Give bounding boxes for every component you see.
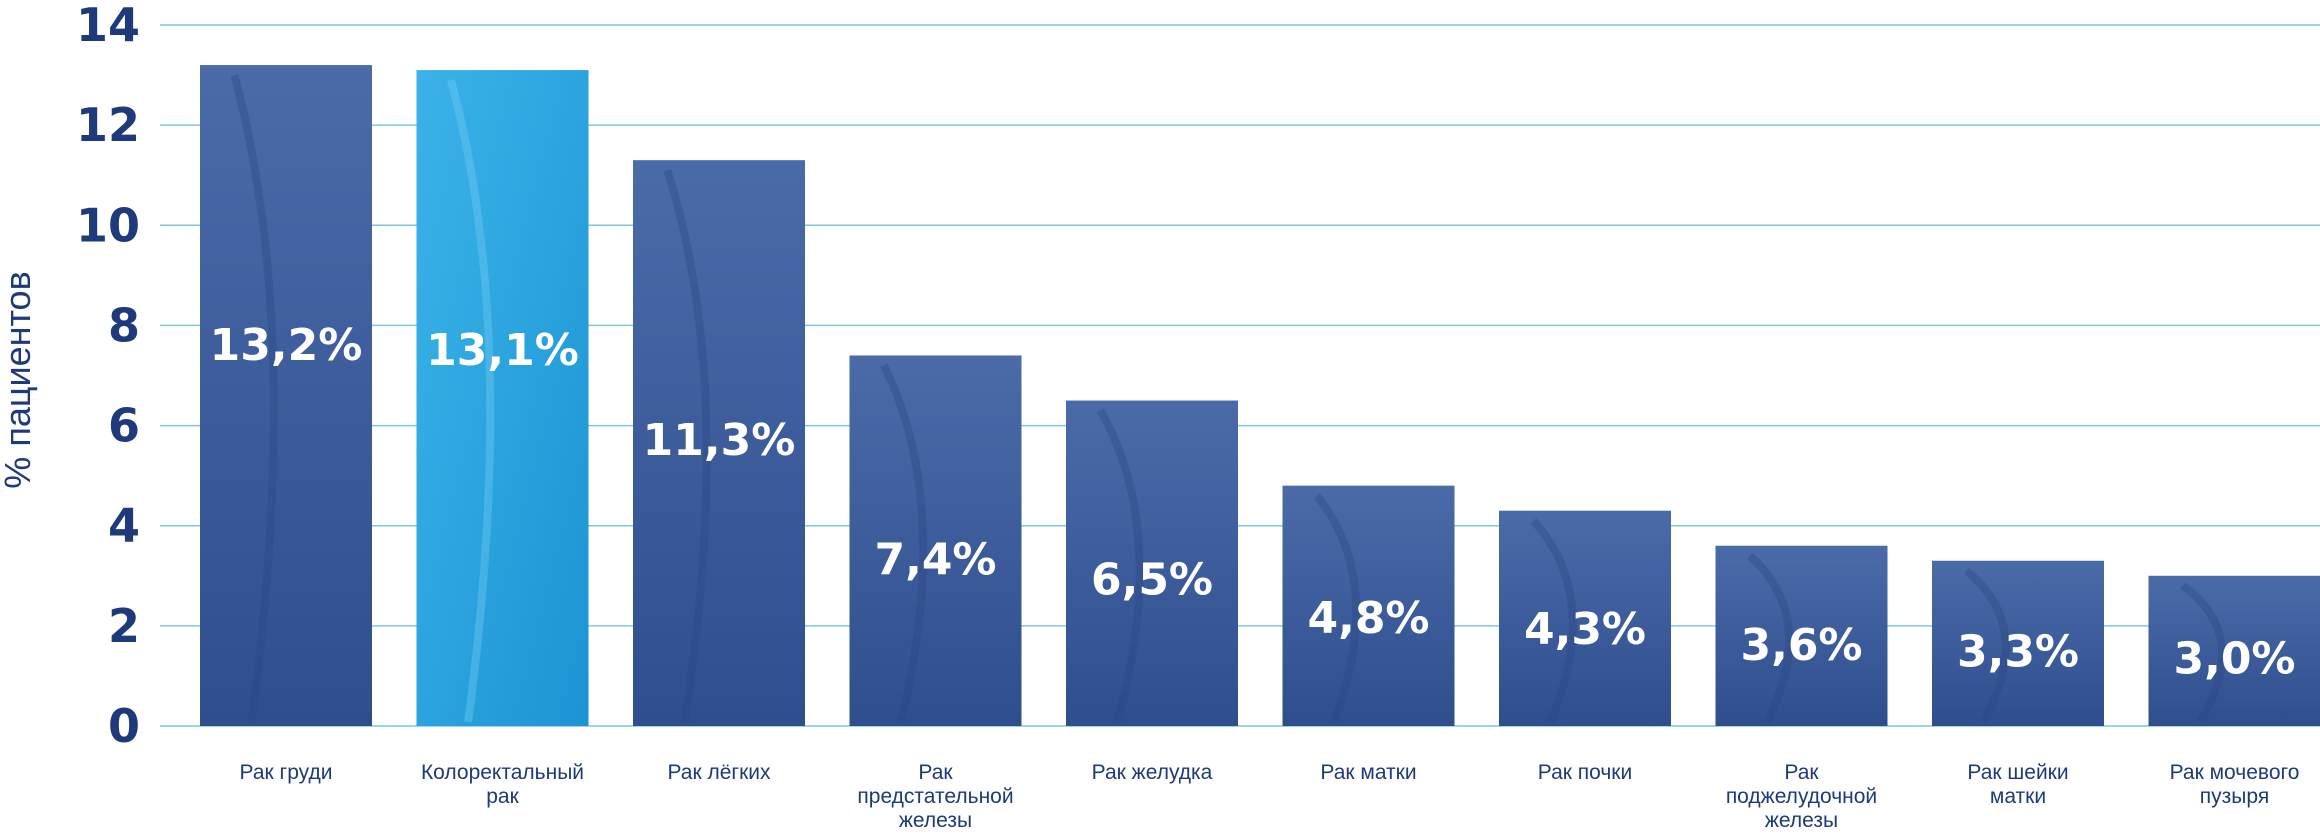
data-label: 3,3% (1957, 627, 2079, 678)
data-label: 4,3% (1524, 604, 1646, 655)
y-tick-label: 10 (76, 198, 140, 252)
bar (1715, 545, 1888, 726)
bar-texture (1963, 567, 2010, 724)
bar (1499, 510, 1671, 726)
category-label: Рак матки (1320, 761, 1416, 784)
y-tick-label: 4 (108, 499, 140, 553)
data-label: 3,0% (2173, 633, 2295, 684)
data-label: 3,6% (1740, 620, 1862, 671)
bar (2148, 575, 2320, 726)
category-label: Рак шейки матки (1967, 761, 2068, 808)
data-label: 7,4% (874, 534, 996, 585)
data-label: 4,8% (1307, 593, 1429, 644)
bar (849, 355, 1022, 726)
category-label: Рак желудка (1092, 761, 1213, 784)
y-axis-ticks: 0 2 4 6 8 10 12 14 (76, 0, 140, 753)
bar (1932, 560, 2104, 726)
category-label: Рак груди (240, 761, 333, 784)
y-tick-label: 2 (108, 599, 140, 653)
category-label: Рак мочевого пузыря (2170, 761, 2300, 808)
bar (416, 70, 589, 727)
category-label: Рак предстательной железы (857, 761, 1013, 832)
y-tick-label: 8 (108, 298, 140, 352)
bar-texture (1747, 552, 1794, 724)
bar-texture (447, 79, 495, 723)
bar-texture (1096, 408, 1144, 724)
x-axis-categories: Рак груди Колоректальный рак Рак лёгких Рак п… (240, 761, 2300, 832)
category-label: Колоректальный рак (421, 761, 584, 808)
bar-texture (1530, 518, 1577, 724)
bar (1066, 400, 1238, 726)
category-label: Рак почки (1538, 761, 1632, 784)
category-label: Рак лёгких (667, 761, 771, 784)
data-label: 13,1% (426, 325, 579, 376)
bar-texture (880, 363, 928, 723)
bar-texture (2180, 582, 2227, 725)
bar (633, 160, 805, 726)
y-tick-label: 6 (108, 399, 140, 453)
y-tick-label: 0 (108, 699, 140, 753)
bar-texture (663, 168, 711, 723)
y-tick-label: 12 (76, 98, 140, 152)
data-label: 6,5% (1091, 555, 1213, 606)
category-label: Рак поджелудочной железы (1726, 761, 1877, 832)
data-label: 13,2% (210, 320, 363, 371)
bar-texture (1313, 493, 1361, 724)
bar-texture (230, 74, 278, 723)
y-axis-title: % пациентов (0, 271, 38, 488)
bar (1282, 485, 1455, 726)
data-label: 11,3% (643, 415, 796, 466)
data-labels: 13,2% 13,1% 11,3% 7,4% 6,5% 4,8% 4,3% 3,6% 3,3% 3… (210, 320, 2296, 684)
y-tick-label: 14 (76, 0, 140, 52)
bar (200, 65, 372, 727)
bars (200, 65, 2320, 727)
